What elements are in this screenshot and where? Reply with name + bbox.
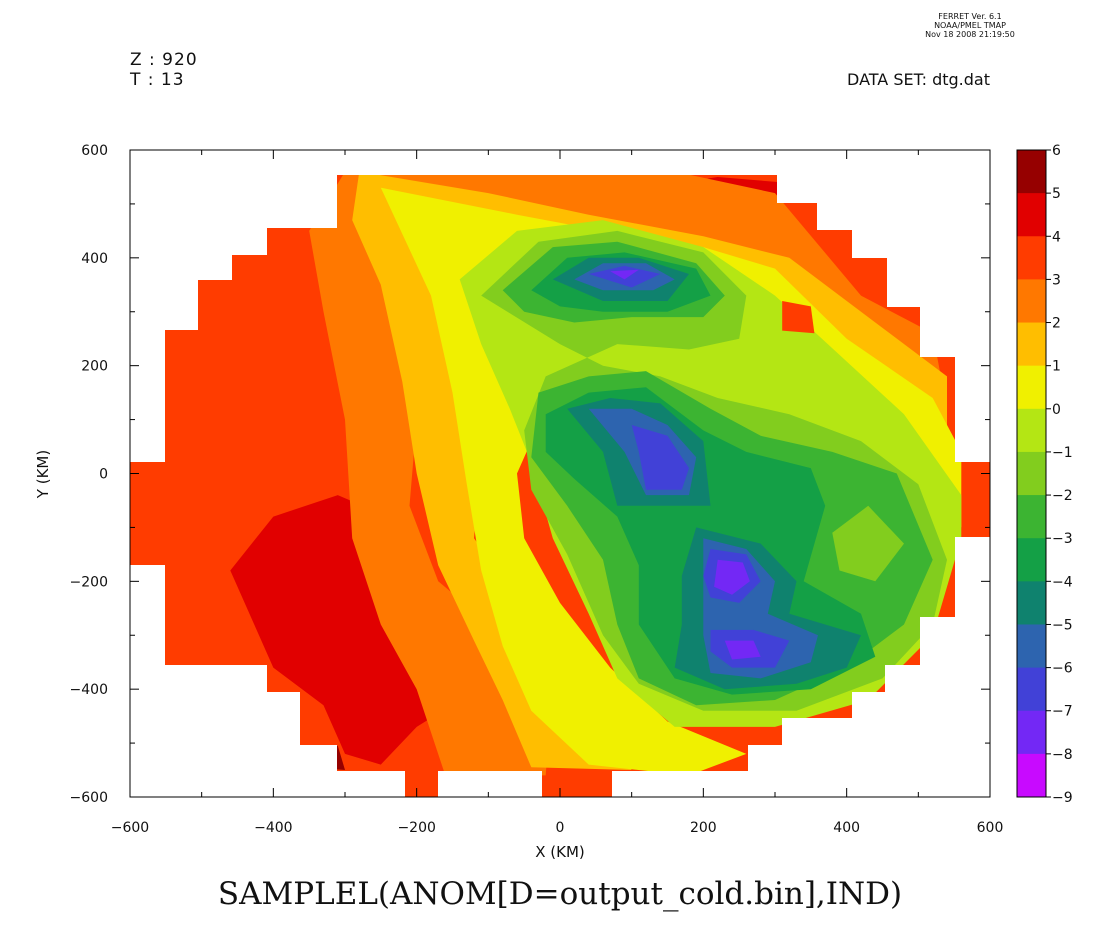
colorbar-label: 0 — [1052, 402, 1061, 418]
colorbar-label: −2 — [1052, 488, 1073, 504]
y-axis-label: Y (KM) — [34, 450, 52, 499]
x-tick-label: 200 — [690, 820, 717, 836]
time-label: T : 13 — [130, 70, 185, 90]
colorbar-label: −4 — [1052, 574, 1073, 590]
colorbar-swatch — [1017, 624, 1046, 669]
colorbar-label: 1 — [1052, 359, 1061, 375]
colorbar-label: −7 — [1052, 704, 1073, 720]
contour-region-25 — [724, 640, 761, 660]
colorbar-label: −6 — [1052, 661, 1073, 677]
colorbar-swatch — [1017, 538, 1046, 582]
x-tick-label: 0 — [556, 820, 565, 836]
colorbar-label: −3 — [1052, 531, 1073, 547]
colorbar-swatch — [1017, 322, 1046, 367]
colorbar-swatch — [1017, 408, 1046, 453]
colorbar-swatch — [1017, 236, 1046, 280]
x-tick-label: 600 — [977, 820, 1004, 836]
colorbar-label: −1 — [1052, 445, 1073, 461]
y-tick-label: −200 — [70, 574, 108, 590]
contour-region-20 — [631, 425, 689, 490]
contour-region-24 — [714, 559, 750, 595]
dataset-label: DATA SET: dtg.dat — [847, 70, 990, 89]
axis-ticks: −600 −400 −200 0 200 400 600 600 400 200 0 −200 −400… — [70, 143, 1004, 836]
ferret-org: NOAA/PMEL TMAP — [934, 21, 1006, 30]
contour-region-2 — [302, 745, 345, 770]
colorbar: 6 5 4 3 2 1 0 −1 −2 −3 −4 −5 −6 −7 −8 −9 — [1016, 143, 1073, 806]
x-tick-label: −600 — [111, 820, 149, 836]
colorbar-swatch — [1017, 193, 1046, 237]
colorbar-swatch — [1017, 365, 1046, 410]
y-tick-label: 600 — [81, 143, 108, 159]
colorbar-swatch — [1017, 710, 1046, 755]
colorbar-label: −8 — [1052, 747, 1073, 763]
y-tick-label: 0 — [99, 467, 108, 483]
contour-region-23 — [610, 269, 639, 280]
y-tick-label: 200 — [81, 359, 108, 375]
colorbar-swatch — [1017, 753, 1046, 798]
contour-region-10 — [832, 505, 904, 582]
colorbar-label: 2 — [1052, 316, 1061, 332]
colorbar-swatch — [1017, 279, 1046, 324]
contour-field — [130, 175, 990, 797]
ferret-timestamp: Nov 18 2008 21:19:50 — [925, 30, 1015, 39]
colorbar-swatch — [1017, 495, 1046, 539]
y-tick-label: 400 — [81, 251, 108, 267]
x-tick-label: 400 — [833, 820, 860, 836]
colorbar-label: 5 — [1052, 186, 1061, 202]
x-tick-label: −400 — [254, 820, 292, 836]
x-axis-label: X (KM) — [535, 843, 585, 861]
y-tick-label: −600 — [70, 790, 108, 806]
colorbar-label: 6 — [1052, 143, 1061, 159]
z-level-label: Z : 920 — [130, 50, 198, 70]
ferret-version: FERRET Ver. 6.1 — [938, 12, 1002, 21]
ferret-version-stamp: FERRET Ver. 6.1 NOAA/PMEL TMAP Nov 18 20… — [890, 12, 1050, 39]
colorbar-swatch — [1017, 451, 1046, 496]
colorbar-swatch — [1017, 581, 1046, 625]
colorbar-frame — [1016, 149, 1047, 798]
colorbar-label: −5 — [1052, 617, 1073, 633]
colorbar-swatch — [1017, 150, 1046, 194]
colorbar-label: −9 — [1052, 790, 1073, 806]
colorbar-swatch — [1017, 667, 1046, 712]
x-tick-label: −200 — [397, 820, 435, 836]
colorbar-label: 3 — [1052, 272, 1061, 288]
contour-region-26 — [782, 301, 815, 334]
colorbar-label: 4 — [1052, 229, 1061, 245]
chart-title: SAMPLEL(ANOM[D=output_cold.bin],IND) — [217, 876, 903, 912]
y-tick-label: −400 — [70, 682, 108, 698]
